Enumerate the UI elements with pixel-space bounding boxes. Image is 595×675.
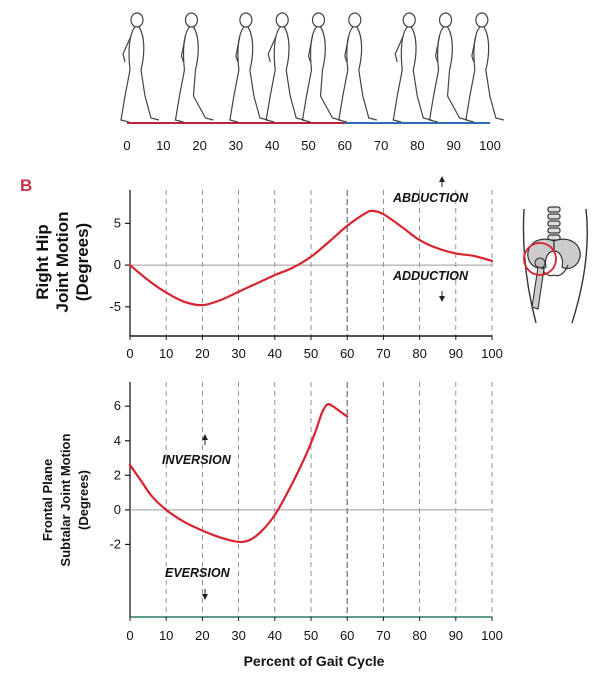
hip-x-tick-label: 60 <box>340 346 354 361</box>
strip-tick-label: 100 <box>479 138 501 153</box>
subtalar-x-tick-label: 80 <box>412 628 426 643</box>
panel-label: B <box>20 176 32 195</box>
gait-strip: 0 10 20 30 40 50 60 70 80 90 100 <box>120 12 504 153</box>
subtalar-x-tick-label: 30 <box>231 628 245 643</box>
strip-tick-label: 40 <box>265 138 279 153</box>
hip-x-tick-label: 40 <box>268 346 282 361</box>
walking-figure <box>174 12 214 123</box>
hip-y-tick-label: 5 <box>114 215 121 230</box>
walking-figure <box>301 12 341 123</box>
subtalar-x-tick-label: 100 <box>481 628 503 643</box>
hip-curve <box>128 209 494 307</box>
strip-tick-label: 70 <box>374 138 388 153</box>
walking-figure <box>120 12 160 123</box>
strip-tick-label: 0 <box>123 138 130 153</box>
subtalar-x-tick-label: 60 <box>340 628 354 643</box>
hip-x-tick-label: 90 <box>449 346 463 361</box>
subtalar-y-tick-label: 4 <box>114 433 121 448</box>
eversion-arrow <box>202 594 208 600</box>
subtalar-ylabel-line-2: Subtalar Joint Motion <box>58 434 73 567</box>
hip-x-tick-label: 30 <box>231 346 245 361</box>
subtalar-y-tick-label: -2 <box>109 536 121 551</box>
strip-tick-label: 50 <box>301 138 315 153</box>
hip-x-tick-label: 100 <box>481 346 503 361</box>
walking-figure <box>392 12 432 123</box>
subtalar-x-tick-label: 70 <box>376 628 390 643</box>
hip-ylabel-line-1: Right Hip <box>33 224 52 300</box>
subtalar-x-tick-label: 20 <box>195 628 209 643</box>
walking-figure <box>265 12 305 123</box>
subtalar-x-tick-label: 90 <box>449 628 463 643</box>
hip-ylabel-line-3: (Degrees) <box>73 223 92 301</box>
hip-x-tick-label: 50 <box>304 346 318 361</box>
walking-figure <box>428 12 468 123</box>
hip-y-tick-label: -5 <box>109 299 121 314</box>
adduction-label: ADDUCTION <box>392 269 469 283</box>
abduction-arrow <box>439 176 445 182</box>
strip-tick-label: 30 <box>229 138 243 153</box>
subtalar-y-tick-label: 0 <box>114 502 121 517</box>
hip-x-tick-label: 70 <box>376 346 390 361</box>
strip-tick-label: 80 <box>410 138 424 153</box>
hip-x-tick-label: 20 <box>195 346 209 361</box>
strip-tick-label: 60 <box>338 138 352 153</box>
hip-x-tick-label: 80 <box>412 346 426 361</box>
subtalar-x-tick-label: 0 <box>126 628 133 643</box>
strip-tick-label: 10 <box>156 138 170 153</box>
eversion-label: EVERSION <box>165 566 231 580</box>
subtalar-y-tick-label: 2 <box>114 467 121 482</box>
x-axis-title: Percent of Gait Cycle <box>244 653 385 669</box>
subtalar-curve <box>128 402 349 544</box>
inversion-arrow <box>202 434 208 440</box>
walking-figure <box>229 12 269 123</box>
subtalar-ylabel-line-3: (Degrees) <box>76 470 91 530</box>
walking-figure <box>465 12 504 123</box>
adduction-arrow <box>439 296 445 302</box>
hip-motion-chart: 50-50 10 20 30 40 50 60 70 80 90 100 <box>109 176 503 361</box>
hip-x-tick-label: 0 <box>126 346 133 361</box>
subtalar-x-tick-label: 10 <box>159 628 173 643</box>
subtalar-y-tick-label: 6 <box>114 398 121 413</box>
subtalar-x-tick-label: 40 <box>268 628 282 643</box>
hip-x-tick-label: 10 <box>159 346 173 361</box>
subtalar-x-tick-label: 50 <box>304 628 318 643</box>
hip-y-tick-label: 0 <box>114 257 121 272</box>
inversion-label: INVERSION <box>162 453 232 467</box>
strip-tick-label: 20 <box>192 138 206 153</box>
strip-tick-label: 90 <box>446 138 460 153</box>
walking-figure <box>338 12 377 123</box>
hip-ylabel-line-2: Joint Motion <box>53 211 72 312</box>
subtalar-ylabel-line-1: Frontal Plane <box>40 459 55 541</box>
pelvis-illustration <box>522 206 588 324</box>
abduction-label: ABDUCTION <box>392 191 469 205</box>
